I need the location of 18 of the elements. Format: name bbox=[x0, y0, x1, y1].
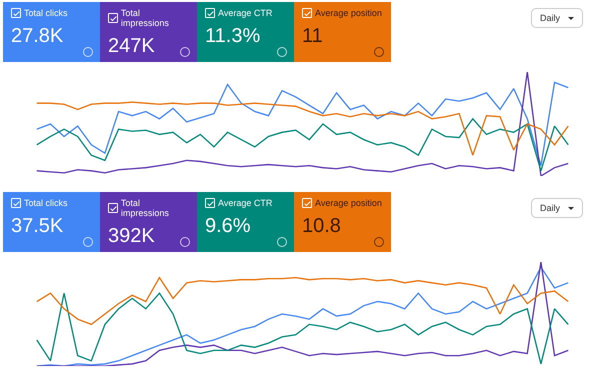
legend-label: Average CTR bbox=[218, 8, 272, 18]
text: 9.6% bbox=[205, 215, 252, 238]
text: 247K bbox=[108, 35, 156, 58]
text: 27.8K bbox=[11, 25, 64, 48]
legend-label: Total impressions bbox=[120, 198, 170, 218]
text: 37.5K bbox=[11, 215, 64, 238]
text: 392K bbox=[108, 225, 156, 248]
text: 11 bbox=[302, 25, 324, 48]
text: Daily bbox=[540, 203, 560, 213]
legend-label: Total clicks bbox=[24, 198, 68, 208]
legend-label: Total clicks bbox=[24, 8, 68, 18]
legend-label: Total impressions bbox=[120, 8, 170, 28]
legend-label: Average CTR bbox=[218, 198, 272, 208]
text: 10.8 bbox=[302, 215, 342, 238]
legend-label: Average position bbox=[315, 8, 382, 18]
legend-label: Average position bbox=[315, 198, 382, 208]
text: Daily bbox=[540, 13, 560, 23]
text: 11.3% bbox=[205, 25, 262, 48]
